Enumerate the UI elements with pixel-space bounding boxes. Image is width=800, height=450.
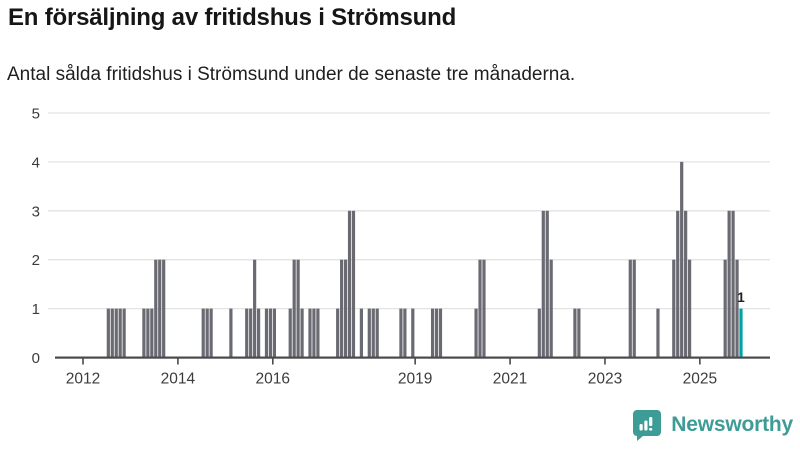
bar bbox=[146, 308, 150, 359]
x-tick-mark bbox=[414, 358, 416, 365]
bar bbox=[201, 308, 205, 359]
bar bbox=[150, 308, 154, 359]
bar bbox=[545, 210, 549, 359]
y-tick-label: 4 bbox=[32, 154, 40, 171]
bar bbox=[438, 308, 443, 359]
x-tick-label: 2019 bbox=[398, 371, 432, 388]
bar bbox=[735, 259, 739, 359]
bar bbox=[656, 308, 660, 359]
x-tick-label: 2014 bbox=[161, 371, 196, 388]
bar bbox=[158, 259, 162, 359]
bar bbox=[343, 259, 348, 359]
bar bbox=[209, 308, 213, 359]
newsworthy-logo-icon bbox=[633, 410, 662, 441]
bar bbox=[632, 259, 636, 359]
y-tick-label: 0 bbox=[32, 350, 40, 367]
x-tick-mark bbox=[177, 358, 179, 365]
bar bbox=[411, 308, 415, 359]
bar bbox=[316, 308, 320, 359]
x-tick-label: 2025 bbox=[683, 371, 717, 388]
y-tick-label: 2 bbox=[32, 252, 40, 269]
bar bbox=[351, 210, 356, 359]
x-tick-mark bbox=[604, 358, 606, 365]
bar bbox=[359, 308, 363, 359]
page-title: En försäljning av fritidshus i Strömsund bbox=[8, 4, 457, 31]
bar bbox=[122, 308, 126, 359]
bar bbox=[308, 308, 312, 359]
y-tick-label: 5 bbox=[32, 106, 40, 123]
bar bbox=[577, 308, 581, 359]
bar bbox=[312, 308, 316, 359]
bar bbox=[272, 308, 277, 359]
bar bbox=[340, 259, 344, 359]
bar bbox=[434, 308, 439, 359]
bar bbox=[474, 308, 478, 359]
x-tick-mark bbox=[82, 358, 84, 365]
bar bbox=[253, 259, 257, 359]
bar bbox=[731, 210, 735, 359]
bar bbox=[541, 210, 545, 359]
bar bbox=[268, 308, 273, 359]
x-tick-label: 2012 bbox=[66, 371, 100, 388]
bar bbox=[375, 308, 379, 359]
bar bbox=[114, 308, 118, 359]
x-tick-mark bbox=[509, 358, 511, 365]
x-axis-line bbox=[55, 356, 770, 359]
bar bbox=[371, 308, 375, 359]
bar bbox=[300, 308, 304, 359]
bar bbox=[245, 308, 249, 359]
bar bbox=[256, 308, 261, 359]
bar bbox=[482, 259, 486, 359]
chart-subtitle: Antal sålda fritidshus i Strömsund under… bbox=[7, 64, 576, 85]
bar bbox=[162, 259, 166, 359]
bar bbox=[249, 308, 253, 359]
x-tick-mark bbox=[699, 358, 701, 365]
x-tick-label: 2021 bbox=[493, 371, 527, 388]
bar bbox=[288, 308, 292, 359]
bar bbox=[142, 308, 146, 359]
bar bbox=[205, 308, 209, 359]
bar bbox=[672, 259, 676, 359]
bar bbox=[292, 259, 296, 359]
bar bbox=[106, 308, 110, 359]
bar bbox=[549, 259, 553, 359]
bar bbox=[399, 308, 403, 359]
bar bbox=[154, 259, 158, 359]
bar bbox=[676, 210, 680, 359]
y-tick-label: 3 bbox=[32, 203, 40, 220]
bar bbox=[573, 308, 577, 359]
bar bbox=[336, 308, 340, 359]
bar bbox=[264, 308, 269, 359]
bar bbox=[537, 308, 541, 359]
brand-name: Newsworthy bbox=[671, 413, 793, 436]
bar bbox=[727, 210, 731, 359]
bar bbox=[430, 308, 435, 359]
highlight-bar bbox=[739, 308, 743, 359]
bar bbox=[628, 259, 632, 359]
bar bbox=[296, 259, 300, 359]
bar bbox=[723, 259, 727, 359]
bar bbox=[687, 259, 692, 359]
x-tick-label: 2016 bbox=[256, 371, 290, 388]
bar-value-label: 1 bbox=[737, 290, 745, 305]
bar bbox=[347, 210, 352, 359]
y-tick-label: 1 bbox=[32, 301, 40, 318]
bar bbox=[229, 308, 233, 359]
x-tick-label: 2023 bbox=[588, 371, 622, 388]
bar bbox=[478, 259, 482, 359]
bar bbox=[684, 210, 688, 359]
bar bbox=[403, 308, 407, 359]
bar bbox=[110, 308, 114, 359]
bar bbox=[118, 308, 122, 359]
bar bbox=[367, 308, 371, 359]
bar bbox=[680, 161, 684, 359]
brand-link[interactable]: Newsworthy bbox=[632, 408, 793, 442]
x-tick-mark bbox=[272, 358, 274, 365]
